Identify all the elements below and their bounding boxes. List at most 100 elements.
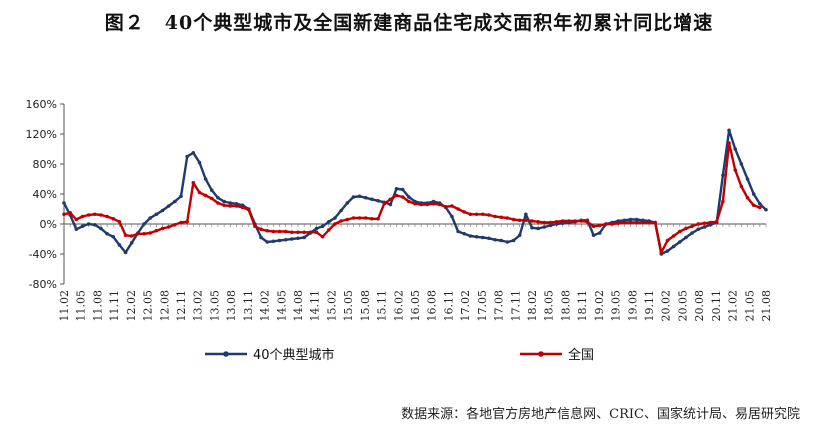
x-tick-label: 19.11 bbox=[643, 290, 656, 322]
x-tick-label: 15.05 bbox=[342, 290, 355, 322]
data-point bbox=[351, 216, 356, 220]
data-point bbox=[160, 208, 165, 213]
data-point bbox=[234, 204, 239, 208]
x-tick-label: 17.11 bbox=[509, 290, 522, 322]
y-tick-label: 80% bbox=[33, 158, 57, 171]
data-point bbox=[277, 238, 282, 243]
data-point bbox=[203, 177, 208, 181]
data-point bbox=[431, 201, 436, 206]
data-point bbox=[690, 231, 694, 235]
data-point bbox=[123, 233, 128, 238]
x-tick-label: 12.11 bbox=[175, 290, 188, 322]
data-point bbox=[628, 217, 633, 222]
chart-axes bbox=[63, 104, 766, 284]
data-point bbox=[634, 220, 639, 225]
data-point bbox=[684, 226, 688, 231]
data-point bbox=[290, 230, 294, 235]
data-point bbox=[450, 204, 454, 208]
legend-swatch-marker bbox=[538, 351, 544, 357]
data-point bbox=[554, 219, 559, 224]
data-point bbox=[610, 222, 614, 226]
data-point bbox=[166, 225, 171, 229]
data-point bbox=[345, 201, 350, 205]
data-point bbox=[166, 204, 171, 208]
x-tick-label: 13.05 bbox=[208, 290, 221, 322]
data-point bbox=[702, 225, 707, 229]
data-point bbox=[542, 225, 547, 229]
data-point bbox=[277, 229, 282, 234]
data-point bbox=[696, 222, 701, 226]
data-point bbox=[394, 193, 399, 198]
data-point bbox=[129, 240, 134, 245]
data-point bbox=[585, 219, 590, 224]
data-point bbox=[191, 150, 196, 155]
series-1 bbox=[62, 128, 768, 256]
x-tick-label: 16.05 bbox=[409, 290, 422, 322]
x-tick-label: 20.11 bbox=[710, 290, 723, 322]
data-point bbox=[136, 231, 140, 236]
data-point bbox=[123, 250, 128, 255]
data-point bbox=[474, 212, 479, 217]
data-point bbox=[62, 201, 66, 205]
data-point bbox=[517, 233, 522, 238]
data-point bbox=[480, 212, 485, 217]
data-point bbox=[197, 160, 202, 165]
x-tick-label: 12.08 bbox=[158, 290, 171, 322]
data-point bbox=[634, 217, 639, 222]
data-point bbox=[450, 214, 454, 219]
data-point bbox=[370, 197, 374, 202]
data-point bbox=[370, 216, 374, 221]
data-point bbox=[597, 223, 602, 228]
data-point bbox=[751, 192, 756, 196]
data-point bbox=[505, 240, 510, 244]
data-point bbox=[142, 231, 146, 236]
data-point bbox=[437, 202, 442, 207]
data-point bbox=[616, 221, 621, 226]
data-point bbox=[597, 231, 602, 235]
data-point bbox=[326, 219, 331, 224]
x-tick-label: 13.11 bbox=[242, 290, 255, 322]
data-point bbox=[216, 201, 220, 205]
x-axis-ticks: 11.02 11.05 11.08 11.11 12.02 12.05 12.08 12.11… bbox=[58, 224, 773, 322]
data-point bbox=[659, 250, 664, 255]
data-point bbox=[413, 201, 417, 206]
data-point bbox=[129, 234, 134, 238]
data-point bbox=[493, 237, 497, 242]
data-point bbox=[579, 219, 584, 223]
data-point bbox=[222, 199, 226, 204]
data-point bbox=[142, 222, 146, 226]
data-point bbox=[462, 231, 467, 236]
data-point bbox=[154, 228, 159, 233]
data-point bbox=[641, 220, 645, 225]
data-point bbox=[265, 240, 270, 244]
data-point bbox=[302, 230, 306, 235]
x-tick-label: 17.05 bbox=[476, 290, 489, 322]
data-point bbox=[536, 219, 540, 224]
x-tick-label: 15.11 bbox=[376, 290, 389, 322]
data-point bbox=[62, 212, 66, 217]
data-point bbox=[727, 128, 731, 133]
data-point bbox=[677, 240, 682, 244]
data-point bbox=[117, 219, 122, 224]
x-tick-label: 16.11 bbox=[442, 290, 455, 322]
data-point bbox=[80, 224, 85, 229]
data-point bbox=[246, 207, 251, 212]
data-point bbox=[419, 202, 423, 207]
data-point bbox=[758, 205, 762, 210]
data-point bbox=[209, 196, 214, 201]
data-point bbox=[474, 234, 479, 239]
data-point bbox=[480, 235, 485, 240]
data-point bbox=[727, 141, 731, 145]
data-point bbox=[209, 188, 214, 193]
data-point bbox=[265, 228, 270, 233]
data-point bbox=[302, 235, 306, 240]
data-point bbox=[394, 186, 399, 191]
x-tick-label: 15.02 bbox=[325, 290, 338, 322]
data-point bbox=[548, 220, 553, 225]
data-point bbox=[92, 212, 97, 217]
y-tick-label: 0% bbox=[40, 218, 57, 231]
data-point bbox=[758, 201, 762, 206]
data-point bbox=[721, 173, 725, 178]
data-point bbox=[499, 215, 504, 220]
data-point bbox=[148, 231, 153, 235]
